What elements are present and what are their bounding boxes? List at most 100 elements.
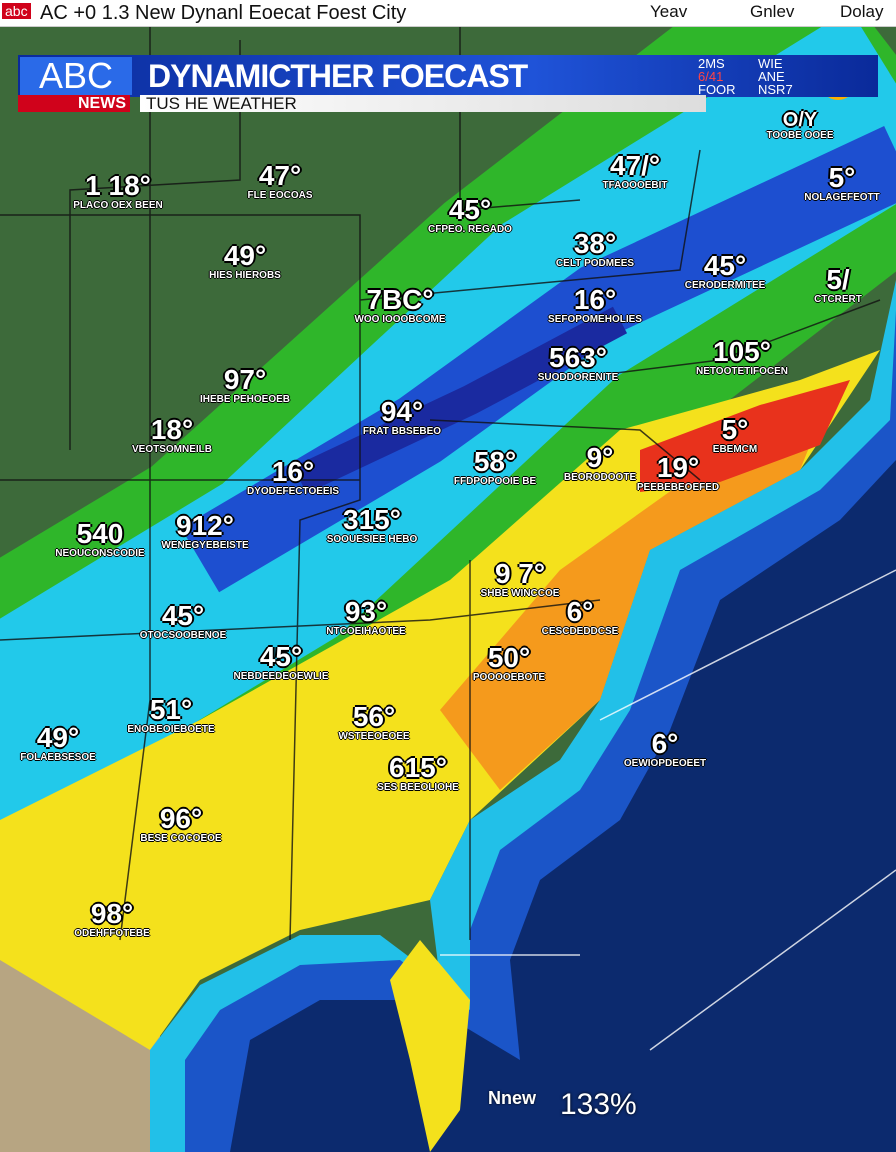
city-temp: 1 18° bbox=[85, 170, 151, 201]
peninsula bbox=[390, 940, 470, 1152]
city-label: 50° POOOOEBOTE bbox=[473, 644, 545, 684]
city-label: 16° SEFOPOMEHOLIES bbox=[548, 286, 642, 326]
city-label: 45° CFPEO. REGADO bbox=[428, 196, 512, 236]
city-label: 93° NTCOEIHAOTEE bbox=[326, 598, 405, 638]
city-label: 6° OEWIOPDEOEET bbox=[624, 730, 706, 770]
orange-zone bbox=[440, 395, 830, 790]
city-label: 540 NEOUCONSCODIE bbox=[55, 520, 144, 560]
city-name: FLE EOCOAS bbox=[247, 190, 313, 201]
city-temp: 50° bbox=[487, 642, 531, 673]
link[interactable]: Dolay bbox=[840, 2, 884, 21]
city-label: 315° SOOUESIEE HEBO bbox=[327, 506, 418, 546]
city-name: SOOUESIEE HEBO bbox=[326, 534, 418, 545]
city-name: WOO IOOOBCOME bbox=[354, 314, 446, 325]
city-temp: 540 bbox=[76, 518, 124, 549]
tracks bbox=[440, 569, 896, 1051]
city-name: SEFOPOMEHOLIES bbox=[548, 314, 642, 325]
city-label: 9 7° SHBE WINCCOE bbox=[481, 560, 560, 600]
city-name: FRAT BBSEBEO bbox=[362, 426, 442, 437]
city-temp: 5° bbox=[721, 414, 749, 445]
city-temp: 5/ bbox=[826, 264, 850, 295]
city-name: PEEBEBEOEFED bbox=[636, 482, 720, 493]
city-label: 94° FRAT BBSEBEO bbox=[363, 398, 441, 438]
city-name: WSTEEOEOEE bbox=[338, 731, 410, 742]
city-name: BEORODOOTE bbox=[563, 472, 637, 483]
city-name: NEBDEEDEOEWLIE bbox=[233, 671, 329, 682]
city-name: FOLAEBSESOE bbox=[20, 752, 96, 763]
city-label: 45° NEBDEEDEOEWLIE bbox=[233, 643, 328, 683]
panel-text: 2MS bbox=[698, 56, 725, 71]
city-name: NETOOTETIFOCEN bbox=[695, 366, 789, 377]
city-name: IHEBE PEHOEOEB bbox=[199, 394, 291, 405]
city-temp: 6° bbox=[566, 596, 594, 627]
city-label: 1 18° PLACO OEX BEEN bbox=[73, 172, 162, 212]
city-temp: 47/° bbox=[609, 150, 661, 181]
city-temp: 5° bbox=[828, 162, 856, 193]
city-temp: 94° bbox=[380, 396, 424, 427]
city-temp: 105° bbox=[713, 336, 771, 367]
city-label: 5/CTCRERT bbox=[814, 266, 862, 306]
banner: ABC DYNAMICTHER FOECAST 2MS WIE 6/41 ANE… bbox=[18, 55, 878, 97]
city-temp: 93° bbox=[344, 596, 388, 627]
panel-text: 6/41 bbox=[698, 69, 724, 84]
city-temp: 615° bbox=[389, 752, 447, 783]
city-temp: 51° bbox=[149, 694, 193, 725]
city-label: 47° FLE EOCOAS bbox=[247, 162, 312, 202]
city-name: FFDPOPOOIE BE bbox=[453, 476, 537, 487]
borders bbox=[0, 0, 881, 941]
city-label: 563° SUODDORENITE bbox=[538, 344, 619, 384]
footer-value: 133% bbox=[560, 1088, 637, 1121]
footer-city: Nnew bbox=[488, 1088, 537, 1108]
city-temp: 45° bbox=[448, 194, 492, 225]
city-temp: 315° bbox=[343, 504, 401, 535]
city-name: WENEGYEBEISTE bbox=[161, 540, 249, 551]
city-label: 105° NETOOTETIFOCEN bbox=[696, 338, 788, 378]
city-temp: 45° bbox=[259, 641, 303, 672]
city-name: SUODDORENITE bbox=[537, 372, 619, 383]
city-temp: 47° bbox=[258, 160, 302, 191]
city-name: BESE COCOEOE bbox=[140, 833, 222, 844]
badge-sub: TOOBE OOEE bbox=[766, 130, 834, 141]
link[interactable]: Yeav bbox=[650, 2, 688, 21]
city-label: 56° WSTEEOEOEE bbox=[338, 703, 409, 743]
top-bar: abc AC +0 1.3 New Dynanl Eoecat Foest Ci… bbox=[0, 0, 896, 27]
city-label: 97° IHEBE PEHOEOEB bbox=[200, 366, 290, 406]
city-label: 49° FOLAEBSESOE bbox=[20, 724, 96, 764]
city-name: OEWIOPDEOEET bbox=[623, 758, 707, 769]
panel-text: FOOR bbox=[698, 82, 736, 97]
city-temp: 45° bbox=[703, 250, 747, 281]
city-temp: 38° bbox=[573, 228, 617, 259]
city-label: 18° VEOTSOMNEILB bbox=[132, 416, 212, 456]
city-temp: 96° bbox=[159, 803, 203, 834]
panel-text: NSR7 bbox=[758, 82, 793, 97]
city-temp: 45° bbox=[161, 600, 205, 631]
panel-text: ANE bbox=[758, 69, 785, 84]
city-label: 9° BEORODOOTE bbox=[564, 444, 636, 484]
city-label: 615° SES BEEOLIOHE bbox=[377, 754, 459, 794]
city-temp: 7BC° bbox=[366, 284, 434, 315]
city-temp: 912° bbox=[176, 510, 234, 541]
city-name: CERODERMITEE bbox=[684, 280, 766, 291]
city-name: HIES HIEROBS bbox=[209, 270, 281, 281]
city-label: 49° HIES HIEROBS bbox=[209, 242, 281, 282]
city-name: CTCRERT bbox=[814, 294, 862, 305]
link[interactable]: Gnlev bbox=[750, 2, 795, 21]
city-name: CESCDEDDCSE bbox=[541, 626, 619, 637]
city-name: OTOCSOOBENOE bbox=[139, 630, 227, 641]
city-temp: 9 7° bbox=[494, 558, 546, 589]
city-label: 5° EBEMCM bbox=[713, 416, 757, 456]
banner-title: DYNAMICTHER FOECAST bbox=[148, 58, 528, 94]
city-label: 7BC° WOO IOOOBCOME bbox=[354, 286, 445, 326]
city-label: 16° DYODEFECTOEEIS bbox=[247, 458, 339, 498]
city-label: 58° FFDPOPOOIE BE bbox=[454, 448, 536, 488]
city-temp: 16° bbox=[573, 284, 617, 315]
city-name: DYODEFECTOEEIS bbox=[246, 486, 340, 497]
city-name: POOOOEBOTE bbox=[472, 672, 546, 683]
city-temp: 98° bbox=[90, 898, 134, 929]
city-temp: 97° bbox=[223, 364, 267, 395]
panel-text: WIE bbox=[758, 56, 783, 71]
city-temp: 49° bbox=[36, 722, 80, 753]
city-temp: 16° bbox=[271, 456, 315, 487]
